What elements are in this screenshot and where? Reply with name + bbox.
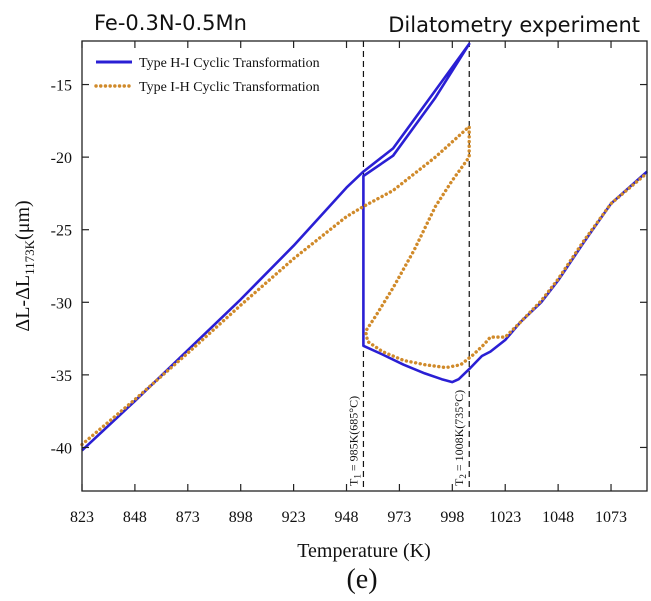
x-tick-label: 848 [123,509,147,526]
transition-temperature-label: T2 = 1008K(735°C) [452,390,468,486]
grid-and-vlines: T1 = 985K(685°C)T2 = 1008K(735°C) [346,41,470,491]
y-tick-label: -20 [51,150,72,167]
x-tick-label: 948 [335,509,359,526]
vline-label-sub: 2 [458,474,468,479]
chart-title-left: Fe-0.3N-0.5Mn [94,11,247,35]
x-tick-label: 873 [176,509,200,526]
legend: Type H-I Cyclic Transformation Type I-H … [94,56,320,95]
series-layer [80,42,649,452]
y-tick-label: -35 [51,368,72,385]
y-axis-label-sub: 1173K [22,239,37,275]
y-axis-label-unit: (μm) [12,200,34,240]
legend-label-i-h: Type I-H Cyclic Transformation [139,80,320,95]
legend-label-h-i: Type H-I Cyclic Transformation [139,56,320,71]
vline-label-main: T [346,478,360,486]
y-tick-label: -30 [51,295,72,312]
x-axis-label: Temperature (K) [297,540,431,562]
chart-title-right: Dilatometry experiment [388,13,640,37]
y-axis-label: ΔL-ΔL1173K(μm) [12,200,37,331]
vline-label-rest: = 1008K(735°C) [452,390,466,474]
y-tick-label: -40 [51,440,72,457]
panel-label: (e) [346,564,377,595]
plot-frame [81,40,648,492]
y-tick-label: -15 [51,78,72,95]
x-tick-labels: 823 848 873 898 923 948 973 998 1023 1048 1073 [70,509,627,526]
x-tick-label: 923 [282,509,306,526]
x-tick-label: 1048 [542,509,574,526]
x-tick-label: 1023 [489,509,521,526]
x-tick-label: 973 [387,509,411,526]
vline-label-rest: = 985K(685°C) [346,396,360,474]
y-tick-labels: -40 -35 -30 -25 -20 -15 [51,78,72,458]
vline-label-sub: 1 [352,474,362,479]
x-tick-label: 823 [70,509,94,526]
x-tick-label: 898 [229,509,253,526]
series-h-i-line [81,42,648,452]
vline-label-main: T [452,478,466,486]
series-i-h-line [80,124,649,447]
y-tick-label: -25 [51,223,72,240]
x-tick-label: 1073 [595,509,627,526]
x-tick-label: 998 [440,509,464,526]
y-axis-label-main: ΔL-ΔL [12,275,34,332]
transition-temperature-label: T1 = 985K(685°C) [346,396,362,486]
axis-ticks [81,41,647,491]
